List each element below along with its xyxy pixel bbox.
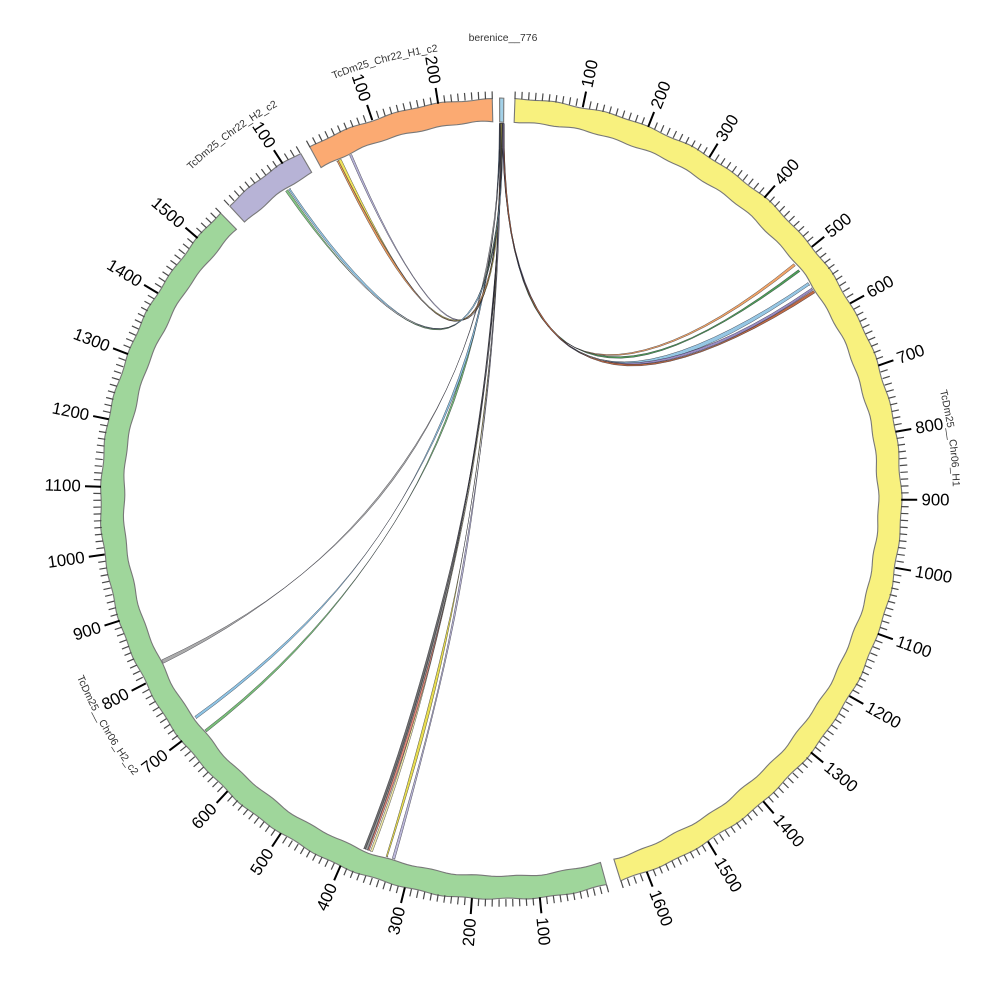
svg-text:1000: 1000 — [46, 548, 86, 572]
svg-text:100: 100 — [532, 917, 554, 947]
svg-text:200: 200 — [459, 918, 480, 947]
svg-text:berenice__776: berenice__776 — [469, 33, 538, 44]
svg-text:800: 800 — [914, 414, 945, 437]
svg-text:900: 900 — [921, 490, 949, 509]
svg-text:200: 200 — [421, 55, 444, 86]
svg-text:1100: 1100 — [44, 475, 81, 495]
